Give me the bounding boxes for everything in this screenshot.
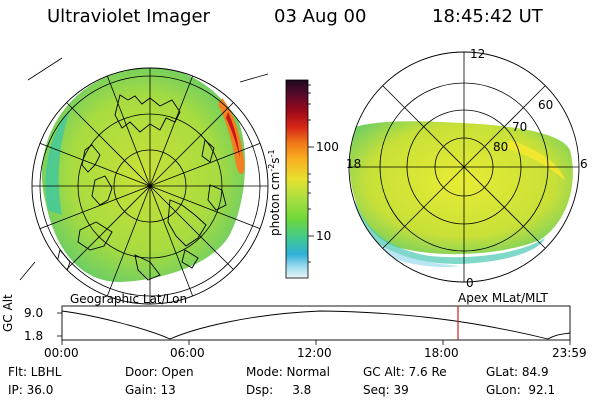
- info-mode: Mode: Normal: [246, 365, 330, 379]
- info-ip: IP: 36.0: [8, 383, 54, 397]
- aurora-image-right: [350, 121, 573, 255]
- info-gain: Gain: 13: [125, 383, 176, 397]
- timeline-axis-label: GC Alt: [1, 294, 15, 332]
- timeline-xtick-1200: 12:00: [297, 346, 332, 360]
- mlat-label-70: 70: [512, 120, 528, 134]
- left-map-caption: Geographic Lat/Lon: [70, 292, 188, 306]
- colorbar-unit-label: photon cm-2s-1: [267, 149, 282, 236]
- mlt-label-18: 18: [346, 157, 362, 171]
- info-glat: GLat: 84.9: [486, 365, 549, 379]
- info-glon: GLon: 92.1: [486, 383, 556, 397]
- right-map-caption: Apex MLat/MLT: [458, 291, 548, 305]
- info-dsp: Dsp: 3.8: [246, 383, 312, 397]
- mlt-label-6: 6: [580, 157, 588, 171]
- timeline-plot: [57, 305, 571, 345]
- colorbar: [285, 79, 314, 279]
- info-gc-alt: GC Alt: 7.6 Re: [363, 365, 447, 379]
- coastlines: [55, 94, 227, 281]
- info-filter: Flt: LBHL: [8, 365, 62, 379]
- dayglow-hotspot: [218, 98, 245, 175]
- altitude-curve: [61, 310, 571, 340]
- colorbar-tick-100: 100: [316, 140, 339, 154]
- geographic-map: [19, 57, 269, 305]
- timeline-xtick-1800: 18:00: [424, 346, 459, 360]
- info-door: Door: Open: [125, 365, 194, 379]
- timeline-xtick-2359: 23:59: [552, 346, 587, 360]
- timeline-ytick-1-8: 1.8: [24, 329, 44, 343]
- date-label: 03 Aug 00: [274, 6, 367, 27]
- aurora-image-left: [41, 68, 246, 282]
- app-title: Ultraviolet Imager: [47, 6, 210, 27]
- mlat-label-60: 60: [538, 98, 554, 112]
- timeline-ytick-9: 9.0: [24, 306, 44, 320]
- timeline-xtick-0000: 00:00: [44, 346, 79, 360]
- time-label: 18:45:42 UT: [432, 6, 543, 27]
- timeline-xtick-0600: 06:00: [170, 346, 205, 360]
- dayglow-core: [226, 112, 240, 158]
- mlt-label-0: 0: [466, 276, 474, 290]
- info-seq: Seq: 39: [363, 383, 409, 397]
- magnetic-map: [348, 51, 580, 283]
- mlt-label-12: 12: [470, 47, 486, 61]
- mlat-label-80: 80: [493, 140, 509, 154]
- colorbar-tick-10: 10: [316, 229, 332, 243]
